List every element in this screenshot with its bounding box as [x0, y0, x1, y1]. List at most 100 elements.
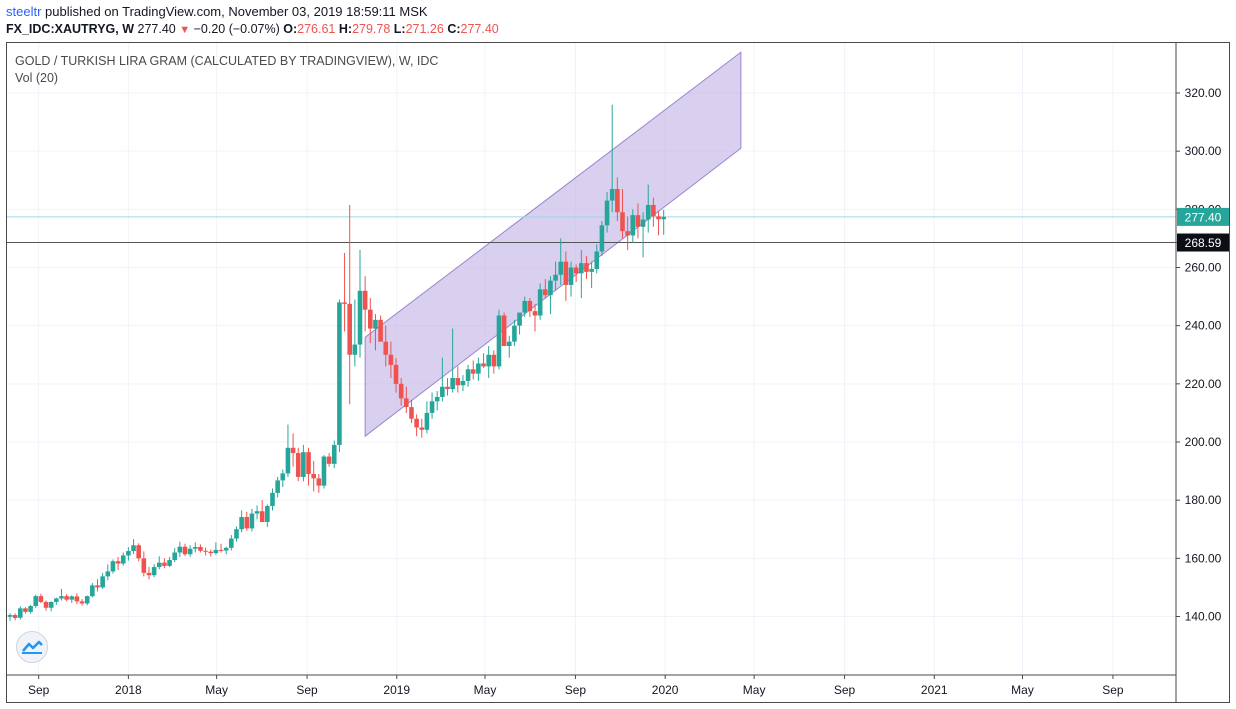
- y-tick-label: 300.00: [1185, 144, 1222, 158]
- candle-up: [429, 401, 435, 413]
- candle-up: [280, 473, 286, 481]
- candle-down: [290, 447, 296, 454]
- candle-down: [383, 341, 389, 355]
- price-change: −0.20 (−0.07%): [193, 22, 280, 36]
- candle-up: [640, 219, 646, 227]
- candle-up: [553, 274, 558, 281]
- symbol-label: FX_IDC:XAUTRYG, W: [6, 22, 135, 36]
- candle-down: [347, 303, 353, 355]
- candle-up: [90, 585, 95, 597]
- ohlc-legend: FX_IDC:XAUTRYG, W 277.40 ▼ −0.20 (−0.07%…: [6, 22, 499, 36]
- candle-up: [609, 188, 615, 201]
- candle-up: [177, 546, 183, 553]
- candle-down: [481, 363, 486, 367]
- candle-down: [584, 263, 589, 272]
- candle-down: [326, 456, 332, 464]
- candle-up: [223, 547, 229, 551]
- x-tick-label: Sep: [1102, 683, 1124, 697]
- y-tick-label: 140.00: [1185, 610, 1222, 624]
- y-tick-label: 220.00: [1185, 377, 1222, 391]
- low-value: 271.26: [405, 22, 444, 36]
- candle-up: [568, 267, 574, 285]
- candle-up: [548, 280, 553, 296]
- candle-up: [450, 378, 455, 390]
- candle-up: [229, 538, 234, 548]
- candle-down: [43, 601, 49, 608]
- candle-down: [115, 561, 121, 564]
- volume-indicator-label[interactable]: Vol (20): [15, 71, 59, 85]
- candle-down: [620, 212, 625, 232]
- candle-up: [131, 545, 136, 552]
- candle-up: [187, 548, 193, 555]
- chart-frame: [6, 42, 1230, 703]
- candle-up: [84, 596, 90, 604]
- candle-down: [409, 407, 414, 419]
- candle-up: [156, 562, 162, 568]
- candle-down: [470, 369, 476, 374]
- candle-down: [79, 601, 85, 604]
- candle-up: [48, 601, 54, 608]
- candle-down: [162, 562, 167, 566]
- candle-up: [522, 300, 528, 313]
- candle-up: [476, 363, 481, 374]
- candle-up: [120, 555, 126, 564]
- candle-down: [95, 585, 100, 588]
- candle-down: [141, 558, 147, 573]
- candle-up: [275, 480, 280, 493]
- candle-up: [465, 369, 471, 381]
- candle-up: [589, 268, 594, 272]
- x-tick-label: 2019: [383, 683, 410, 697]
- y-tick-label: 200.00: [1185, 435, 1222, 449]
- candle-down: [362, 290, 368, 310]
- candle-down: [218, 549, 224, 551]
- candle-up: [645, 204, 651, 220]
- candle-down: [625, 231, 630, 236]
- candle-up: [192, 546, 198, 549]
- candle-up: [594, 251, 600, 269]
- candle-up: [506, 341, 512, 347]
- candle-up: [167, 560, 172, 566]
- candle-down: [259, 511, 265, 522]
- candle-up: [33, 596, 39, 607]
- y-tick-label: 240.00: [1185, 319, 1222, 333]
- candle-up: [234, 529, 239, 539]
- x-tick-label: May: [474, 683, 497, 697]
- candle-up: [486, 354, 491, 367]
- candle-down: [203, 550, 208, 552]
- x-tick-label: 2021: [921, 683, 948, 697]
- candle-up: [558, 261, 564, 275]
- candle-down: [208, 551, 214, 554]
- candle-up: [512, 325, 517, 342]
- candle-down: [136, 545, 141, 559]
- candle-down: [445, 386, 450, 390]
- tradingview-logo-icon[interactable]: [16, 631, 48, 663]
- y-tick-label: 180.00: [1185, 493, 1222, 507]
- candle-up: [28, 606, 33, 612]
- parallel-channel: [364, 51, 742, 438]
- candle-up: [239, 517, 244, 530]
- candle-down: [378, 319, 383, 342]
- candle-down: [316, 478, 322, 486]
- candle-down: [74, 596, 80, 602]
- candle-down: [419, 427, 425, 430]
- author-link[interactable]: steeltr: [6, 4, 42, 19]
- candle-up: [460, 380, 466, 386]
- candle-down: [527, 300, 533, 312]
- candle-up: [59, 596, 64, 599]
- x-tick-label: May: [205, 683, 228, 697]
- candle-down: [656, 216, 661, 220]
- low-label: L:: [393, 22, 406, 36]
- candle-up: [265, 505, 270, 522]
- x-tick-label: 2020: [652, 683, 679, 697]
- x-tick-label: May: [743, 683, 766, 697]
- candle-up: [213, 549, 219, 554]
- level-price-label: 268.59: [1185, 236, 1222, 250]
- candle-down: [367, 309, 373, 329]
- candle-up: [151, 567, 157, 576]
- published-text: published on TradingView.com, November 0…: [45, 4, 428, 19]
- candle-down: [532, 311, 538, 316]
- candle-up: [424, 412, 430, 430]
- candle-up: [440, 386, 445, 397]
- candle-up: [54, 598, 59, 602]
